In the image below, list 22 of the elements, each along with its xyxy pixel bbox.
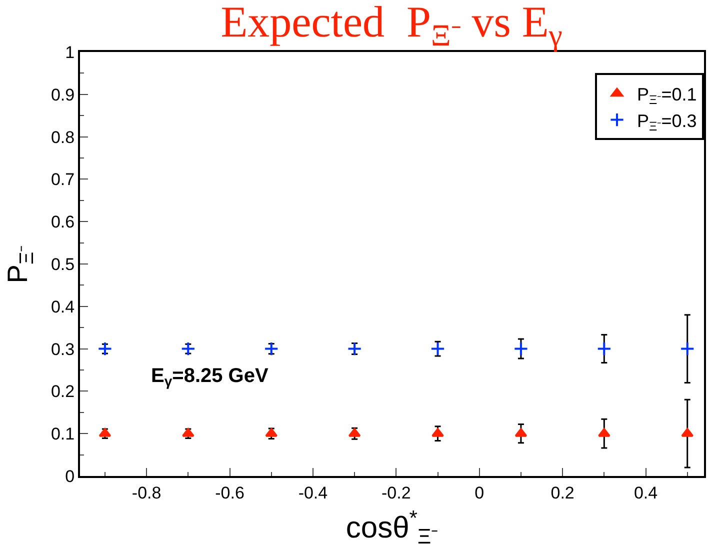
y-tick-label: 0.2 (50, 382, 75, 402)
y-tick-label: 0.4 (50, 297, 75, 316)
x-tick-label: 0 (474, 483, 484, 502)
annotation: E$_{γ}$=8.25 GeV (151, 365, 269, 390)
y-tick-label: 0.1 (50, 424, 75, 444)
y-tick-label: 0.8 (50, 128, 75, 147)
legend-label: P$_{Ξ⁻}$=0.1 (637, 84, 697, 108)
x-tick-label: 0.2 (550, 483, 574, 502)
y-tick-label: 0.9 (50, 85, 75, 104)
x-tick-label: 0.4 (634, 483, 658, 502)
y-tick-label: 0.3 (50, 340, 75, 359)
y-tick-label: 1 (65, 42, 75, 62)
y-tick-label: 0 (65, 466, 75, 486)
y-tick-label: 0.5 (50, 254, 75, 274)
y-tick-label: 0.7 (50, 170, 75, 190)
x-tick-label: -0.2 (382, 483, 411, 502)
legend-label: P$_{Ξ⁻}$=0.3 (637, 110, 697, 134)
y-tick-label: 0.6 (50, 212, 75, 232)
x-tick-label: -0.4 (298, 483, 328, 502)
x-tick-label: -0.8 (132, 483, 162, 502)
chart-title: Expected P$_{Ξ⁻}$ vs E$_{γ}$ (220, 0, 562, 53)
x-tick-label: -0.6 (215, 483, 244, 502)
